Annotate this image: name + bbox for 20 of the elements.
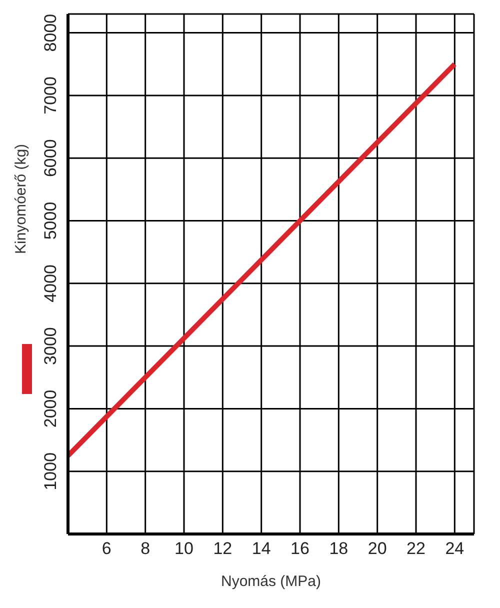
x-tick-label: 20 [368,539,387,558]
x-tick-label: 22 [406,539,426,558]
x-tick-label: 12 [213,539,232,558]
y-axis-title: Kinyomóerő (kg) [12,144,30,254]
y-tick-label: 3000 [41,327,60,365]
x-tick-label: 18 [329,539,348,558]
y-tick-label: 1000 [41,452,60,490]
y-tick-label: 6000 [41,139,60,178]
x-tick-label: 6 [102,539,112,558]
x-tick-label: 16 [290,539,310,558]
x-tick-label: 10 [174,539,194,558]
y-tick-label: 4000 [41,264,60,302]
x-tick-label: 8 [140,539,150,558]
x-axis-title: Nyomás (MPa) [220,573,322,590]
y-tick-label: 8000 [41,14,60,52]
y-tick-label: 2000 [41,390,60,428]
x-tick-label: 14 [252,539,271,558]
y-tick-label: 5000 [41,202,60,240]
y-tick-label: 7000 [41,76,60,114]
x-tick-label: 24 [445,539,464,558]
